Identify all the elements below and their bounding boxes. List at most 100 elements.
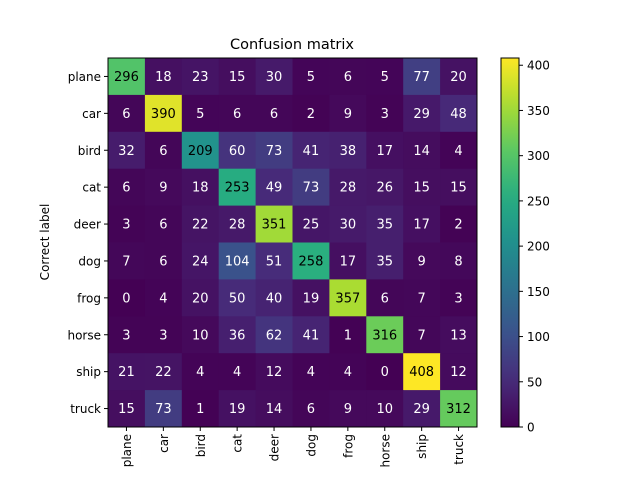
cell-value-label: 9 [344, 107, 352, 122]
heatmap-cell [255, 242, 293, 280]
x-tick-label: car [157, 434, 171, 453]
cell-value-label: 19 [229, 402, 246, 417]
colorbar-tick-label: 50 [527, 375, 542, 389]
cell-value-label: 15 [118, 402, 135, 417]
cell-value-label: 26 [376, 181, 393, 196]
x-tick-label: cat [231, 434, 245, 453]
heatmap-cell [366, 168, 404, 206]
heatmap-cell [218, 131, 256, 170]
heatmap-cell [440, 58, 478, 96]
cell-value-label: 6 [122, 181, 130, 196]
cell-value-label: 48 [450, 107, 467, 122]
colorbar-frame [500, 57, 520, 428]
heatmap-cell [403, 94, 441, 133]
y-tick-label: frog [77, 291, 101, 305]
chart-title: Confusion matrix [230, 37, 354, 53]
cell-value-label: 4 [454, 144, 462, 159]
x-tick-label: bird [194, 434, 208, 457]
heatmap-cell [440, 94, 478, 133]
heatmap-cell [218, 316, 256, 354]
x-axis-ticks: plane car bird cat deer dog frog horse ship truck [120, 427, 466, 468]
cell-value-label: 77 [413, 70, 430, 85]
x-tick-label: dog [304, 434, 318, 457]
cell-value-label: 9 [418, 254, 426, 269]
heatmap-cell [108, 279, 146, 317]
heatmap-cell [440, 390, 478, 428]
colorbar-tick-label: 150 [527, 285, 550, 299]
cell-value-label: 5 [196, 107, 204, 122]
colorbar-tick-label: 350 [527, 104, 550, 118]
cell-value-label: 24 [192, 254, 209, 269]
colorbar-tick-label: 0 [527, 421, 535, 435]
cell-value-label: 28 [229, 218, 246, 233]
cell-value-label: 14 [266, 402, 283, 417]
cell-value-label: 6 [233, 107, 241, 122]
heatmap-cell [329, 390, 367, 428]
cell-value-label: 104 [225, 254, 250, 269]
cell-value-label: 73 [266, 144, 283, 159]
plot-frame [107, 57, 478, 428]
heatmap-cell [440, 168, 478, 206]
cell-value-label: 1 [344, 328, 352, 343]
heatmap-cell [440, 353, 478, 391]
heatmap-cell [329, 242, 367, 280]
cell-value-label: 35 [376, 254, 393, 269]
heatmap-cell [366, 279, 404, 317]
heatmap-cell [144, 131, 183, 170]
heatmap-cell [218, 168, 256, 206]
heatmap-cell [108, 316, 146, 354]
heatmap-cell [218, 279, 256, 317]
cell-value-label: 17 [376, 144, 393, 159]
cell-value-label: 7 [418, 291, 426, 306]
heatmap-cell [181, 168, 220, 206]
cell-value-label: 32 [118, 144, 135, 159]
cell-value-label: 17 [340, 254, 357, 269]
cell-value-label: 12 [450, 365, 467, 380]
cell-value-label: 408 [409, 365, 434, 380]
heatmap-cell [255, 353, 293, 391]
cell-value-label: 13 [450, 328, 467, 343]
cell-value-label: 15 [450, 181, 467, 196]
heatmap-cell [181, 205, 220, 243]
heatmap-cell [366, 58, 404, 96]
heatmap-cell [255, 94, 293, 133]
x-tick-label: horse [378, 434, 392, 468]
heatmap-cell [181, 316, 220, 354]
heatmap-cell [218, 390, 256, 428]
heatmap-cell [292, 205, 330, 243]
cell-value-label: 20 [192, 291, 209, 306]
cell-value-label: 4 [344, 365, 352, 380]
cell-value-label: 3 [122, 328, 130, 343]
cell-value-label: 2 [454, 218, 462, 233]
cell-value-label: 3 [122, 218, 130, 233]
heatmap-cell [292, 131, 330, 170]
cell-value-label: 49 [266, 181, 283, 196]
cell-value-label: 7 [122, 254, 130, 269]
y-tick-label: bird [78, 144, 101, 158]
heatmap-cell [181, 353, 220, 391]
cell-value-label: 18 [192, 181, 209, 196]
heatmap-cell [403, 316, 441, 354]
x-tick-label: deer [268, 434, 282, 461]
heatmap-cell [218, 94, 256, 133]
colorbar-tick-label: 200 [527, 240, 550, 254]
cell-value-label: 29 [413, 402, 430, 417]
cell-value-label: 8 [454, 254, 462, 269]
colorbar-tick-label: 250 [527, 194, 550, 208]
cell-value-label: 30 [266, 70, 283, 85]
heatmap-cell [403, 279, 441, 317]
cell-value-label: 258 [299, 254, 324, 269]
heatmap-cell [255, 316, 293, 354]
cell-value-label: 51 [266, 254, 283, 269]
cell-value-label: 41 [303, 144, 320, 159]
cell-value-label: 50 [229, 291, 246, 306]
cell-value-label: 253 [225, 181, 250, 196]
cell-value-label: 351 [262, 218, 287, 233]
cell-value-label: 357 [335, 291, 360, 306]
x-tick-label: plane [120, 434, 134, 467]
heatmap-cell [440, 279, 478, 317]
heatmap-cell [218, 353, 256, 391]
heatmap-cell [329, 58, 367, 96]
heatmap-cell [366, 94, 404, 133]
